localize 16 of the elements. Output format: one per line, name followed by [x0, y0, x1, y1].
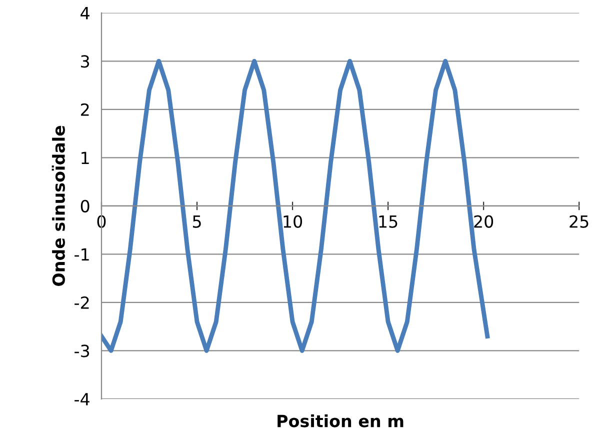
y-tick-label: -4 — [74, 393, 90, 406]
x-tick-label: 10 — [284, 215, 302, 228]
y-tick-label: 3 — [81, 55, 90, 68]
x-tick-label: 20 — [474, 215, 494, 228]
y-tick-label: -3 — [74, 344, 90, 358]
x-tick-label: 5 — [192, 215, 201, 228]
y-tick-label: 4 — [80, 7, 90, 20]
x-axis-title: Position en m — [278, 414, 404, 428]
y-tick-label: 1 — [82, 152, 89, 164]
y-tick-label: 2 — [80, 103, 89, 116]
y-tick-label: -1 — [74, 248, 89, 261]
x-tick-label: 15 — [379, 215, 398, 228]
y-axis-title: Onde sinusoïdale — [52, 126, 65, 286]
x-tick-label: 25 — [570, 215, 588, 228]
y-tick-label: 0 — [80, 200, 90, 212]
y-tick-label: -2 — [74, 296, 89, 309]
